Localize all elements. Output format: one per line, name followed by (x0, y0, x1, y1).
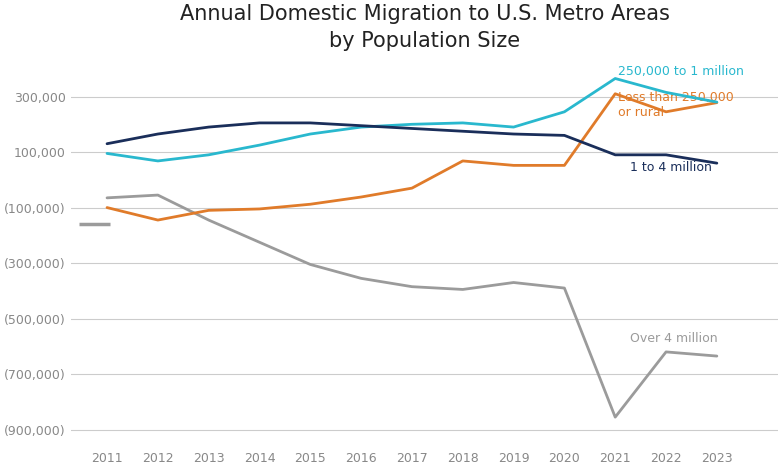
Text: 1 to 4 million: 1 to 4 million (630, 161, 712, 174)
Text: Less than 250,000
or rural: Less than 250,000 or rural (618, 91, 734, 119)
Text: 250,000 to 1 million: 250,000 to 1 million (618, 65, 744, 78)
Text: Over 4 million: Over 4 million (630, 332, 718, 345)
Title: Annual Domestic Migration to U.S. Metro Areas
by Population Size: Annual Domestic Migration to U.S. Metro … (180, 4, 669, 51)
